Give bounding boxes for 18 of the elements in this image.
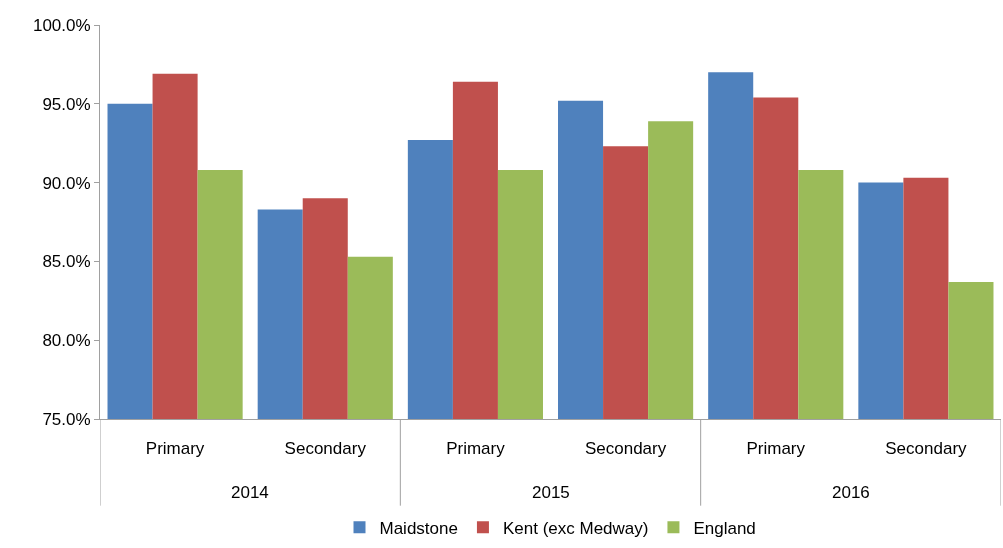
y-tick-label: 90.0% xyxy=(42,173,91,193)
y-tick-label: 95.0% xyxy=(42,94,91,114)
legend-label: Maidstone xyxy=(379,518,458,538)
legend-label: England xyxy=(693,518,756,538)
y-tick-label: 75.0% xyxy=(42,409,91,429)
text: 2014 xyxy=(231,483,269,502)
text: 2016 xyxy=(832,483,870,502)
x-tick-label: Secondary xyxy=(284,439,367,459)
x-tick-label: Secondary xyxy=(885,439,968,459)
x-tick-label: Primary xyxy=(446,439,506,459)
x-tick-label: Primary xyxy=(145,439,205,459)
x-tick-label: Secondary xyxy=(584,439,667,459)
x-tick-label: Primary xyxy=(746,439,806,459)
legend-label: Kent (exc Medway) xyxy=(502,518,649,538)
text: 2015 xyxy=(532,483,570,502)
y-tick-label: 80.0% xyxy=(42,331,91,351)
y-tick-label: 85.0% xyxy=(42,252,91,272)
y-tick-label: 100.0% xyxy=(32,15,91,35)
